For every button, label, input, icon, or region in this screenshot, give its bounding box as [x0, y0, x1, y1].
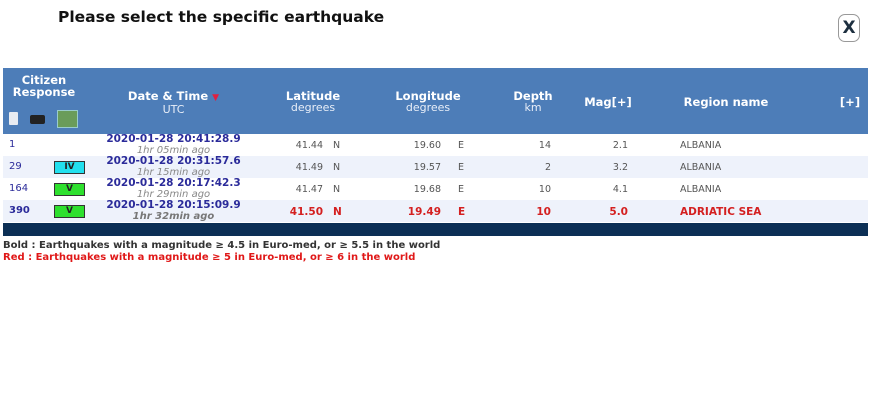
- header-longitude[interactable]: Longitude degrees: [395, 89, 461, 114]
- table-row[interactable]: 390 V 2020-01-28 20:15:09.9 1hr 32min ago 41…: [3, 200, 868, 222]
- region-cell: ALBANIA: [680, 162, 722, 173]
- region-cell: ADRIATIC SEA: [680, 206, 762, 218]
- intensity-badge: IV: [54, 161, 85, 174]
- header-latitude[interactable]: Latitude degrees: [285, 89, 341, 114]
- lon-hemisphere: E: [458, 140, 465, 151]
- header-mag[interactable]: Mag[+]: [584, 95, 632, 109]
- sort-desc-icon: ▼: [212, 93, 220, 103]
- document-icon[interactable]: [9, 112, 18, 125]
- lat-hemisphere: N: [333, 184, 341, 195]
- longitude-cell: 19.60: [413, 140, 441, 151]
- longitude-cell: 19.57: [413, 162, 441, 173]
- lat-hemisphere: N: [333, 206, 342, 218]
- datetime-cell[interactable]: 2020-01-28 20:41:28.9 1hr 05min ago: [106, 133, 241, 157]
- datetime-cell[interactable]: 2020-01-28 20:17:42.3 1hr 29min ago: [106, 177, 241, 201]
- camera-icon[interactable]: [30, 115, 45, 124]
- lon-hemisphere: E: [458, 162, 465, 173]
- region-cell: ALBANIA: [680, 140, 722, 151]
- mag-cell: 3.2: [612, 162, 628, 173]
- depth-cell: 10: [538, 184, 551, 195]
- depth-cell: 2: [544, 162, 551, 173]
- table-row[interactable]: 29 IV 2020-01-28 20:31:57.6 1hr 15min ago 41…: [3, 156, 868, 178]
- mag-cell: 2.1: [612, 140, 628, 151]
- table-header: Citizen Response Date & Time ▼ UTC Latitu…: [3, 68, 868, 134]
- response-count[interactable]: 29: [9, 161, 22, 172]
- longitude-cell: 19.68: [413, 184, 441, 195]
- response-count[interactable]: 164: [9, 183, 29, 194]
- header-datetime[interactable]: Date & Time ▼ UTC: [127, 89, 220, 116]
- legend-bold: Bold : Earthquakes with a magnitude ≥ 4.…: [3, 240, 441, 251]
- intensity-badge: V: [54, 183, 85, 196]
- header-more[interactable]: [+]: [839, 95, 861, 109]
- datetime-cell[interactable]: 2020-01-28 20:31:57.6 1hr 15min ago: [106, 155, 241, 179]
- lat-hemisphere: N: [333, 140, 341, 151]
- lat-hemisphere: N: [333, 162, 341, 173]
- latitude-cell: 41.44: [295, 140, 323, 151]
- legend-red: Red : Earthquakes with a magnitude ≥ 5 i…: [3, 252, 416, 263]
- lon-hemisphere: E: [458, 184, 465, 195]
- header-region[interactable]: Region name: [683, 95, 769, 109]
- map-icon[interactable]: [57, 110, 78, 128]
- longitude-cell: 19.49: [407, 206, 441, 218]
- mag-cell: 5.0: [609, 206, 628, 218]
- region-cell: ALBANIA: [680, 184, 722, 195]
- response-count[interactable]: 390: [9, 205, 30, 216]
- earthquake-table: Citizen Response Date & Time ▼ UTC Latitu…: [3, 68, 868, 236]
- intensity-badge: V: [54, 205, 85, 218]
- header-depth[interactable]: Depth km: [513, 89, 553, 114]
- close-button[interactable]: X: [838, 14, 860, 42]
- response-count[interactable]: 1: [9, 139, 16, 150]
- dialog-title: Please select the specific earthquake: [58, 8, 385, 26]
- mag-cell: 4.1: [612, 184, 628, 195]
- table-row[interactable]: 1 2020-01-28 20:41:28.9 1hr 05min ago 41.44…: [3, 133, 868, 157]
- table-footer-bar: [3, 223, 868, 236]
- datetime-cell[interactable]: 2020-01-28 20:15:09.9 1hr 32min ago: [106, 199, 241, 223]
- depth-cell: 10: [536, 206, 551, 218]
- latitude-cell: 41.50: [289, 206, 323, 218]
- latitude-cell: 41.47: [295, 184, 323, 195]
- latitude-cell: 41.49: [295, 162, 323, 173]
- table-row[interactable]: 164 V 2020-01-28 20:17:42.3 1hr 29min ago 41…: [3, 177, 868, 201]
- lon-hemisphere: E: [458, 206, 466, 218]
- header-citizen-response: Citizen Response: [12, 73, 76, 99]
- depth-cell: 14: [538, 140, 551, 151]
